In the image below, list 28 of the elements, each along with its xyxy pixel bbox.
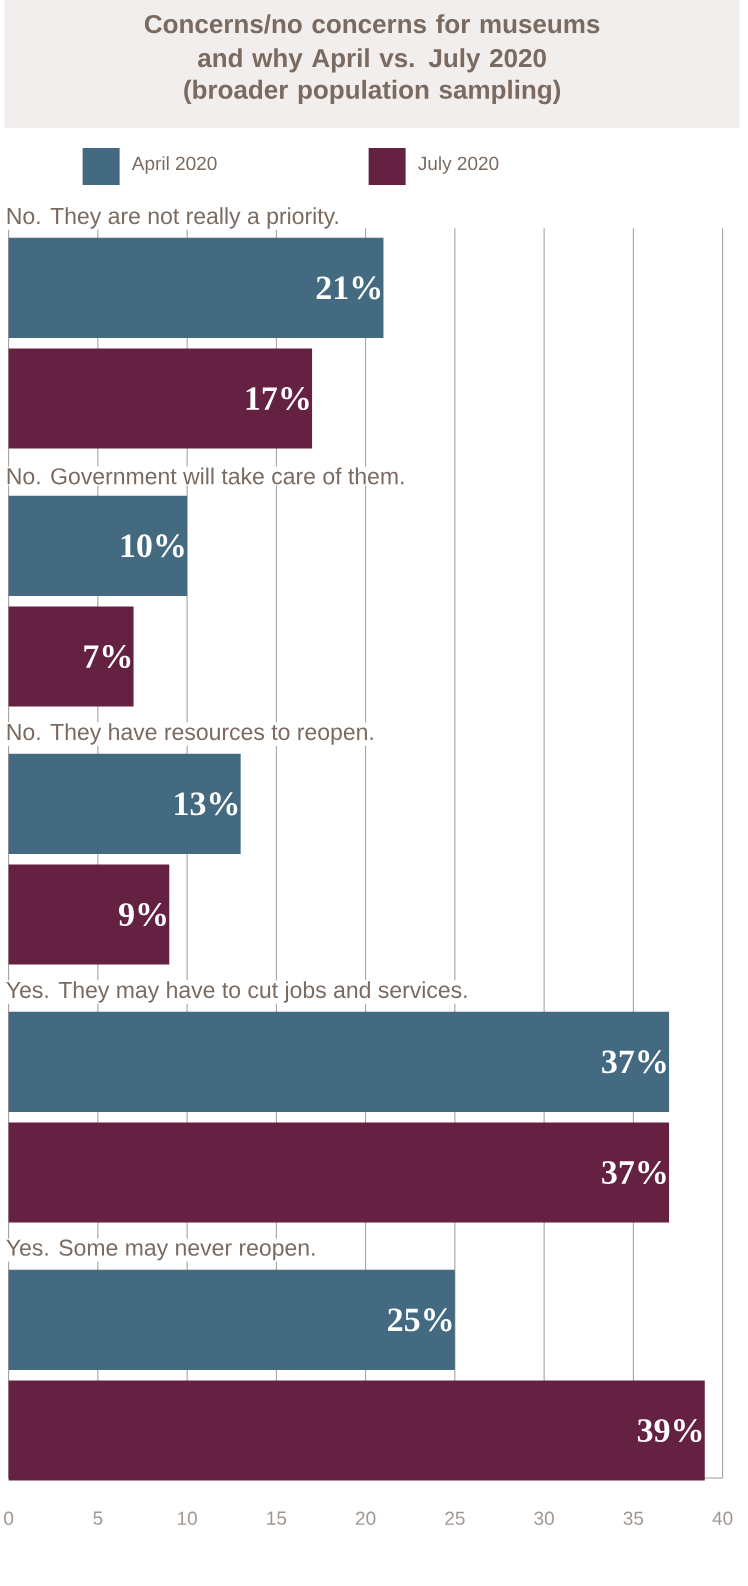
x-tick-label: 25 [445, 1511, 465, 1526]
data-label: 7% [84, 645, 131, 669]
x-tick-label: 10 [178, 1511, 198, 1526]
y-tick-label: Yes. Some may never reopen. [6, 1239, 315, 1261]
data-label: 37% [602, 1050, 666, 1074]
x-tick-label: 5 [93, 1511, 103, 1525]
data-label: 17% [246, 387, 309, 411]
x-tick-label: 35 [623, 1511, 644, 1526]
x-tick-label: 20 [356, 1511, 376, 1526]
x-tick-label: 30 [534, 1511, 555, 1526]
x-tick-label: 0 [4, 1511, 14, 1526]
y-tick-label: Yes. They may have to cut jobs and services. [6, 981, 467, 1003]
data-label: 25% [388, 1308, 452, 1332]
chart-title: Concerns/no concerns for museums and why April vs. July 2020 [145, 14, 600, 73]
x-tick-label: 40 [712, 1511, 733, 1526]
y-tick-label: No. Government will take care of them. [7, 467, 404, 485]
data-label: 39% [638, 1419, 702, 1443]
chart-subtitle: (broader population sampling) [184, 79, 561, 105]
data-label: 9% [119, 903, 167, 927]
legend-label: July 2020 [418, 156, 499, 174]
data-label: 21% [316, 276, 381, 300]
y-tick-label: No. They are not really a priority. [7, 207, 338, 229]
legend-label: April 2020 [132, 156, 217, 174]
data-label: 37% [602, 1161, 666, 1185]
data-label: 13% [175, 792, 238, 816]
y-tick-label: No. They have resources to reopen. [7, 723, 373, 745]
x-tick-label: 15 [267, 1511, 287, 1525]
data-label: 10% [121, 534, 184, 558]
